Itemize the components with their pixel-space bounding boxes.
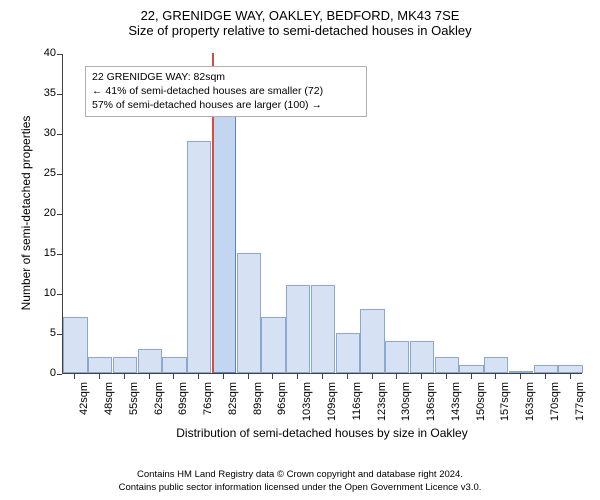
y-tick-label: 10 [32,287,56,299]
x-tick-mark [149,374,150,379]
bar [360,309,384,373]
bar [410,341,434,373]
x-tick-label: 163sqm [524,382,536,426]
x-tick-mark [471,374,472,379]
x-tick-label: 62sqm [153,382,165,426]
bar [286,285,310,373]
x-tick-mark [570,374,571,379]
x-tick-label: 177sqm [574,382,586,426]
chart-title-address: 22, GRENIDGE WAY, OAKLEY, BEDFORD, MK43 … [0,8,600,23]
bar [534,365,558,373]
bar [435,357,459,373]
x-tick-label: 69sqm [177,382,189,426]
y-tick-label: 30 [32,127,56,139]
x-tick-label: 82sqm [227,382,239,426]
attribution-line1: Contains HM Land Registry data © Crown c… [0,469,600,481]
x-tick-mark [99,374,100,379]
y-tick-mark [57,134,62,135]
bar [138,349,162,373]
bar [311,285,335,373]
x-tick-mark [173,374,174,379]
annotation-smaller: ← 41% of semi-detached houses are smalle… [92,84,360,98]
bar [336,333,360,373]
annotation-larger: 57% of semi-detached houses are larger (… [92,98,360,112]
x-tick-mark [322,374,323,379]
x-tick-label: 150sqm [475,382,487,426]
y-tick-label: 25 [32,167,56,179]
y-tick-label: 0 [32,367,56,379]
x-tick-label: 116sqm [351,382,363,426]
bar [63,317,87,373]
x-tick-mark [396,374,397,379]
x-tick-label: 89sqm [252,382,264,426]
attribution-text: Contains HM Land Registry data © Crown c… [0,469,600,494]
y-axis-label: Number of semi-detached properties [19,103,33,323]
bar [88,357,112,373]
x-tick-mark [297,374,298,379]
attribution-line2: Contains public sector information licen… [0,482,600,494]
x-tick-label: 96sqm [276,382,288,426]
y-tick-mark [57,334,62,335]
x-tick-label: 143sqm [450,382,462,426]
y-tick-label: 20 [32,207,56,219]
x-tick-label: 109sqm [326,382,338,426]
y-tick-label: 5 [32,327,56,339]
bar [237,253,261,373]
x-tick-mark [545,374,546,379]
x-tick-label: 157sqm [499,382,511,426]
bar [113,357,137,373]
x-axis-label: Distribution of semi-detached houses by … [62,426,582,440]
y-tick-mark [57,374,62,375]
x-tick-mark [520,374,521,379]
histogram-chart: 22, GRENIDGE WAY, OAKLEY, BEDFORD, MK43 … [0,8,600,463]
y-tick-mark [57,174,62,175]
x-tick-mark [248,374,249,379]
x-tick-label: 170sqm [549,382,561,426]
x-tick-mark [74,374,75,379]
x-tick-mark [446,374,447,379]
x-tick-mark [372,374,373,379]
x-tick-mark [272,374,273,379]
bar [385,341,409,373]
x-tick-label: 42sqm [78,382,90,426]
chart-subtitle: Size of property relative to semi-detach… [0,23,600,38]
y-tick-mark [57,294,62,295]
y-tick-mark [57,214,62,215]
y-tick-mark [57,94,62,95]
bar [484,357,508,373]
bar [459,365,483,373]
y-tick-mark [57,54,62,55]
x-tick-mark [198,374,199,379]
bar-highlighted [212,109,236,373]
x-tick-label: 103sqm [301,382,313,426]
y-tick-mark [57,254,62,255]
bar [162,357,186,373]
y-tick-label: 15 [32,247,56,259]
y-tick-label: 35 [32,87,56,99]
x-tick-label: 123sqm [376,382,388,426]
bar [558,365,582,373]
x-tick-mark [495,374,496,379]
annotation-subject: 22 GRENIDGE WAY: 82sqm [92,70,360,84]
annotation-box: 22 GRENIDGE WAY: 82sqm ← 41% of semi-det… [85,66,367,117]
x-tick-label: 55sqm [128,382,140,426]
bar [261,317,285,373]
x-tick-mark [223,374,224,379]
x-tick-label: 76sqm [202,382,214,426]
x-tick-label: 136sqm [425,382,437,426]
bar [509,371,533,373]
x-tick-mark [421,374,422,379]
x-tick-label: 130sqm [400,382,412,426]
x-tick-label: 48sqm [103,382,115,426]
x-tick-mark [124,374,125,379]
y-tick-label: 40 [32,47,56,59]
bar [187,141,211,373]
x-tick-mark [347,374,348,379]
